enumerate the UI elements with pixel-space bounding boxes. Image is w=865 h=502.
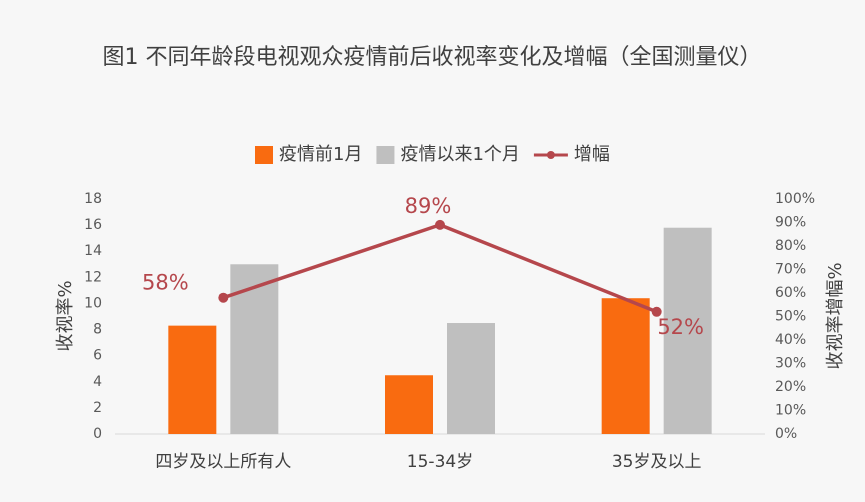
data-label: 58% xyxy=(142,271,189,295)
x-tick-label: 15-34岁 xyxy=(407,452,473,472)
y2-tick-label: 80% xyxy=(775,238,806,254)
y-tick-label: 18 xyxy=(84,191,102,207)
y-tick-label: 8 xyxy=(93,322,102,338)
x-tick-label: 35岁及以上 xyxy=(612,452,702,472)
bar xyxy=(168,325,217,434)
y-tick-label: 16 xyxy=(84,217,102,233)
data-label: 52% xyxy=(657,315,704,339)
data-label: 89% xyxy=(405,194,452,218)
chart-title: 图1 不同年龄段电视观众疫情前后收视率变化及增幅（全国测量仪） xyxy=(103,45,762,70)
bar xyxy=(385,375,433,434)
y-tick-label: 10 xyxy=(84,295,102,311)
y-tick-label: 4 xyxy=(93,374,102,390)
y-tick-label: 14 xyxy=(84,243,102,259)
y2-tick-label: 10% xyxy=(775,403,806,419)
y-tick-label: 2 xyxy=(93,400,102,416)
y2-axis-title: 收视率增幅% xyxy=(825,262,846,369)
legend-swatch xyxy=(255,146,273,164)
y-axis-title: 收视率% xyxy=(55,280,76,351)
bar xyxy=(601,298,650,434)
y2-tick-label: 70% xyxy=(775,262,806,278)
y2-tick-label: 60% xyxy=(775,285,806,301)
bar xyxy=(230,264,279,434)
legend-label: 疫情以来1个月 xyxy=(400,144,519,165)
line-marker xyxy=(651,306,662,317)
y2-tick-label: 20% xyxy=(775,379,806,395)
y2-tick-label: 50% xyxy=(775,309,806,325)
y-tick-label: 12 xyxy=(84,269,102,285)
y2-tick-label: 40% xyxy=(775,332,806,348)
y-tick-label: 0 xyxy=(93,426,102,442)
legend-label: 增幅 xyxy=(574,144,610,165)
y-tick-label: 6 xyxy=(93,348,102,364)
y2-tick-label: 0% xyxy=(775,426,797,442)
legend-marker xyxy=(546,151,555,159)
legend-swatch xyxy=(376,146,395,164)
y2-tick-label: 30% xyxy=(775,356,806,372)
legend-label: 疫情前1月 xyxy=(279,144,362,165)
x-tick-label: 四岁及以上所有人 xyxy=(155,452,291,472)
y2-tick-label: 100% xyxy=(775,191,815,207)
bar xyxy=(447,323,495,434)
line-marker xyxy=(435,219,445,230)
line-marker xyxy=(218,292,229,303)
bar xyxy=(663,227,712,434)
y2-tick-label: 90% xyxy=(775,215,806,231)
